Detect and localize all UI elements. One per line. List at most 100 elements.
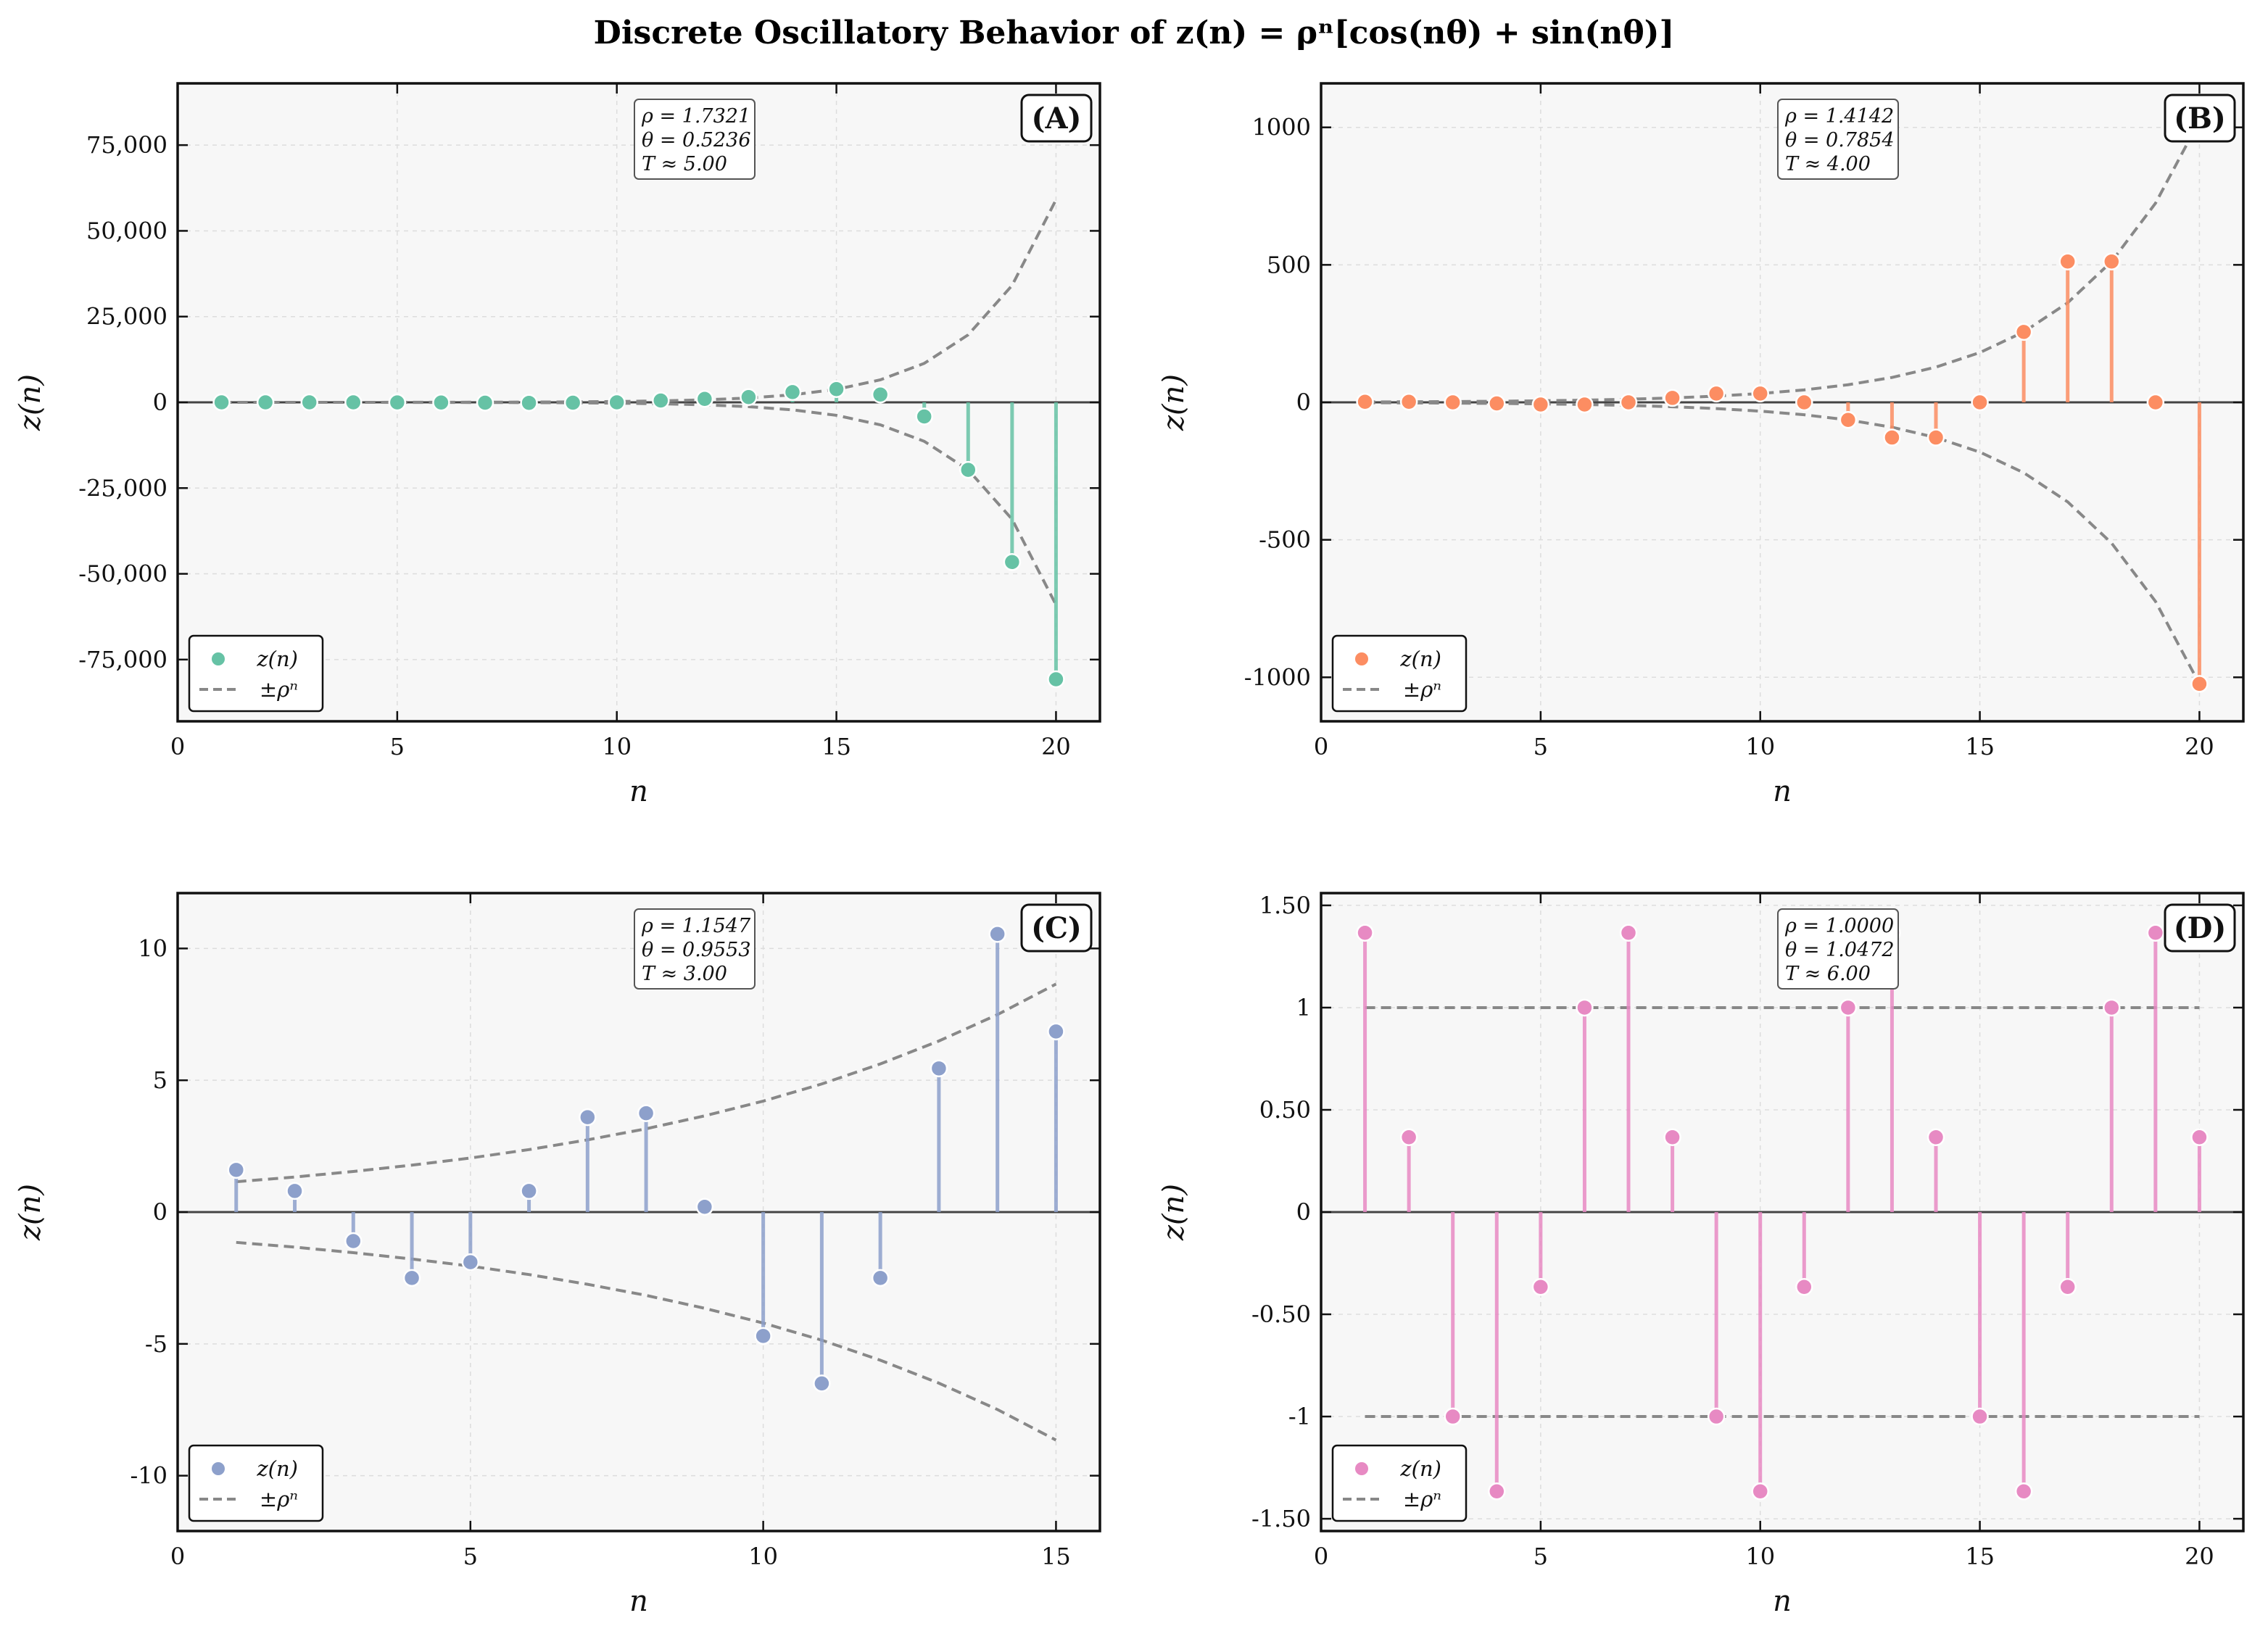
data-point [1971,1407,1989,1426]
data-point [783,383,802,402]
panel-label-box [2164,94,2236,143]
data-point [988,925,1006,943]
data-point [1356,924,1374,942]
data-point [2103,252,2121,271]
parameter-box [634,99,756,180]
parameter-text: θ = 0.5236 [642,129,751,152]
legend-marker [210,651,226,667]
y-tick-label: -25,000 [78,474,167,502]
data-point [754,1327,772,1345]
x-tick-label: 0 [1314,733,1328,760]
envelope-lower [236,1240,1057,1442]
y-axis-label: z(n) [14,374,47,431]
x-tick-label: 5 [390,733,405,760]
parameter-text: ρ = 1.7321 [641,105,750,128]
parameter-text: ρ = 1.0000 [1784,915,1894,937]
legend-entry: ±ρⁿ [260,677,298,702]
data-point [1663,1128,1681,1147]
data-point [740,388,758,406]
data-point [915,407,933,426]
data-point [695,389,714,408]
panel-label: (C) [1031,911,1082,945]
data-point [256,393,275,412]
data-point [2058,1277,2077,1296]
data-point [1488,394,1506,412]
x-tick-label: 20 [2185,1543,2214,1570]
parameter-box [634,908,756,990]
y-tick-label: -50,000 [78,560,167,588]
y-tick-label: 1000 [1252,114,1311,141]
data-point [388,393,407,412]
data-point [1707,1407,1726,1426]
x-axis-label: n [629,1585,648,1618]
parameter-text: θ = 1.0472 [1785,939,1895,961]
data-point [2058,252,2077,271]
y-tick-label: -500 [1259,526,1311,554]
x-tick-label: 5 [1534,1543,1548,1570]
data-point [1751,1482,1769,1501]
data-point [1047,670,1065,689]
data-point [695,1198,714,1216]
data-point [286,1182,304,1200]
data-point [212,393,231,412]
y-tick-label: 5 [153,1066,167,1094]
x-tick-label: 0 [1314,1543,1328,1570]
data-point [520,394,538,412]
parameter-text: θ = 0.9553 [642,939,751,961]
y-axis-label: z(n) [1157,374,1191,431]
data-point [1926,1128,1945,1147]
data-point [1576,395,1594,414]
legend-marker [1354,1461,1370,1477]
panel-label: (A) [1032,101,1082,136]
legend [188,1444,324,1522]
data-point [827,380,845,398]
data-point [1839,998,1858,1017]
x-tick-label: 5 [463,1543,478,1570]
data-point [432,394,450,412]
data-point [871,386,890,404]
parameter-text: θ = 0.7854 [1785,129,1895,152]
x-tick-label: 0 [170,733,185,760]
data-point [344,393,363,412]
data-point [344,1232,363,1250]
y-tick-label: 0.50 [1259,1096,1311,1124]
data-point [1663,389,1681,407]
y-tick-label: 0 [1296,1198,1311,1226]
envelope-upper [236,982,1057,1184]
data-point [2014,1482,2033,1501]
panel-b: 0 5 10 15 20 -1000 -500 0 500 1000 n z(n) ρ = 1.4142… [1157,82,2245,808]
data-point [402,1269,421,1287]
y-tick-label: 10 [138,934,167,962]
data-point [1751,384,1769,403]
legend-entry: z(n) [1399,647,1441,671]
data-point [579,1108,597,1127]
data-point [1619,393,1638,412]
data-point [1707,384,1726,403]
legend-entry: z(n) [256,1456,298,1481]
x-tick-label: 15 [1965,1543,1995,1570]
data-point [1047,1022,1065,1041]
legend-entry: ±ρⁿ [260,1487,298,1511]
legend-marker [210,1461,226,1477]
data-point [520,1182,538,1200]
data-point [1795,1277,1813,1296]
y-tick-label: -1.50 [1251,1505,1311,1532]
legend [188,634,324,713]
x-tick-label: 5 [1534,733,1548,760]
envelope-upper [1365,120,2201,404]
x-axis-label: n [629,775,648,808]
data-point [930,1059,948,1078]
y-tick-label: 50,000 [86,217,167,244]
data-point [1356,392,1374,411]
y-tick-label: -0.50 [1251,1301,1311,1328]
x-tick-label: 10 [1745,733,1775,760]
parameter-text: T ≈ 6.00 [1785,963,1871,985]
y-tick-label: 0 [153,389,167,416]
x-axis-label: n [1773,1585,1792,1618]
data-point [476,394,494,412]
envelope-lower [1365,401,2201,685]
x-tick-label: 15 [821,733,851,760]
data-point [1926,428,1945,447]
data-point [1399,1128,1418,1147]
data-point [461,1253,480,1272]
